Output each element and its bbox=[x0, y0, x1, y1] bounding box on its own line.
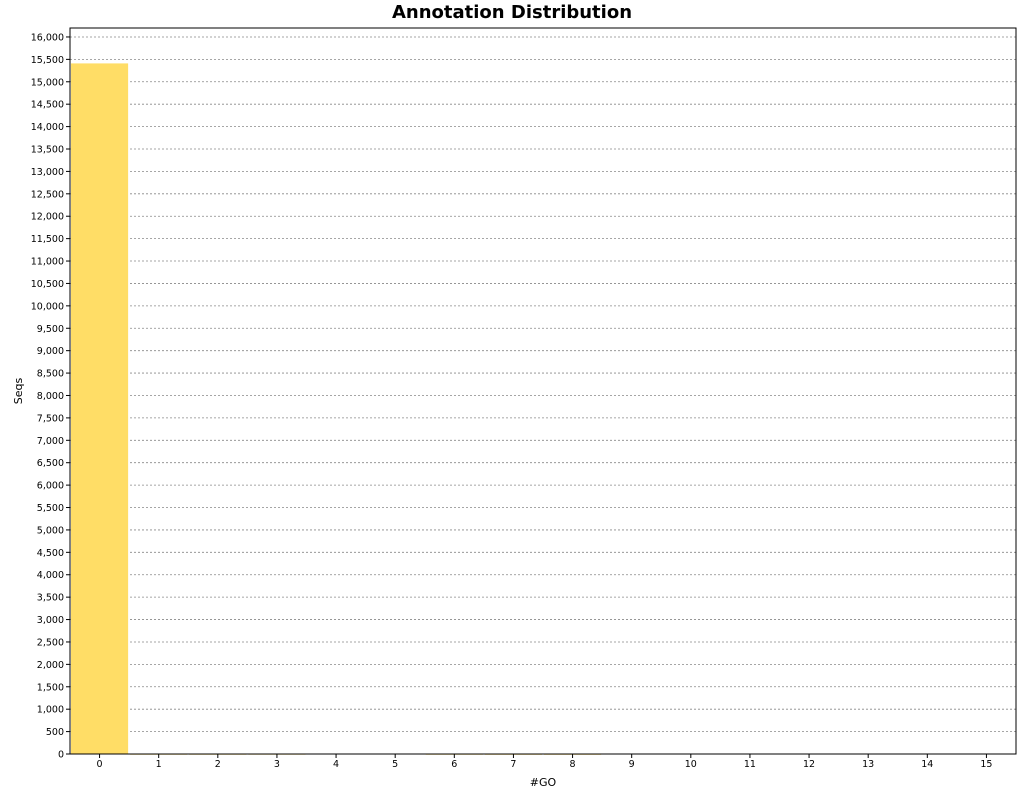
x-tick-label: 4 bbox=[333, 759, 339, 770]
y-tick-label: 11,500 bbox=[31, 234, 64, 245]
y-tick-label: 15,500 bbox=[31, 55, 64, 66]
y-axis-ticks: 0 500 1,000 1,500 2,000 2,500 3,000 3,500 4,000 4… bbox=[31, 32, 70, 761]
y-tick-label: 14,500 bbox=[31, 100, 64, 111]
x-tick-label: 9 bbox=[629, 759, 635, 770]
y-tick-label: 12,000 bbox=[31, 212, 64, 223]
y-tick-label: 2,500 bbox=[37, 637, 64, 648]
y-tick-label: 8,500 bbox=[37, 369, 64, 380]
y-tick-label: 0 bbox=[58, 750, 64, 761]
y-tick-label: 7,000 bbox=[37, 436, 64, 447]
x-tick-label: 1 bbox=[156, 759, 162, 770]
bar-0 bbox=[71, 63, 129, 755]
x-tick-label: 13 bbox=[862, 759, 874, 770]
x-tick-label: 8 bbox=[570, 759, 576, 770]
y-tick-label: 5,000 bbox=[37, 525, 64, 536]
y-tick-label: 13,000 bbox=[31, 167, 64, 178]
y-tick-label: 1,000 bbox=[37, 705, 64, 716]
x-tick-label: 3 bbox=[274, 759, 280, 770]
x-tick-label: 15 bbox=[980, 759, 992, 770]
y-tick-label: 3,000 bbox=[37, 615, 64, 626]
x-tick-label: 14 bbox=[921, 759, 933, 770]
y-tick-label: 15,000 bbox=[31, 77, 64, 88]
x-tick-label: 2 bbox=[215, 759, 221, 770]
x-tick-label: 12 bbox=[803, 759, 815, 770]
y-tick-label: 9,000 bbox=[37, 346, 64, 357]
y-tick-label: 13,500 bbox=[31, 145, 64, 156]
y-tick-label: 16,000 bbox=[31, 32, 64, 43]
y-tick-label: 5,500 bbox=[37, 503, 64, 514]
y-tick-label: 2,000 bbox=[37, 660, 64, 671]
y-tick-label: 10,000 bbox=[31, 301, 64, 312]
y-tick-label: 6,500 bbox=[37, 458, 64, 469]
x-tick-label: 10 bbox=[685, 759, 697, 770]
y-tick-label: 3,500 bbox=[37, 593, 64, 604]
x-tick-label: 6 bbox=[451, 759, 457, 770]
y-tick-label: 500 bbox=[46, 727, 64, 738]
y-tick-label: 8,000 bbox=[37, 391, 64, 402]
y-tick-label: 9,500 bbox=[37, 324, 64, 335]
x-tick-label: 0 bbox=[97, 759, 103, 770]
y-axis-label: Seqs bbox=[12, 378, 25, 405]
y-tick-label: 1,500 bbox=[37, 682, 64, 693]
x-axis-ticks: 0 1 2 3 4 5 6 7 8 9 10 11 12 13 14 15 bbox=[97, 754, 992, 770]
y-tick-label: 11,000 bbox=[31, 257, 64, 268]
y-tick-label: 4,500 bbox=[37, 548, 64, 559]
y-tick-label: 4,000 bbox=[37, 570, 64, 581]
x-axis-label: #GO bbox=[530, 776, 557, 789]
y-tick-label: 6,000 bbox=[37, 481, 64, 492]
y-tick-label: 7,500 bbox=[37, 413, 64, 424]
grid-lines bbox=[70, 36, 1016, 732]
y-tick-label: 14,000 bbox=[31, 122, 64, 133]
x-tick-label: 5 bbox=[392, 759, 398, 770]
chart-title: Annotation Distribution bbox=[392, 2, 632, 23]
y-tick-label: 12,500 bbox=[31, 189, 64, 200]
plot-frame bbox=[69, 27, 1017, 755]
x-tick-label: 11 bbox=[744, 759, 756, 770]
y-tick-label: 10,500 bbox=[31, 279, 64, 290]
x-tick-label: 7 bbox=[510, 759, 516, 770]
bars bbox=[71, 63, 602, 755]
